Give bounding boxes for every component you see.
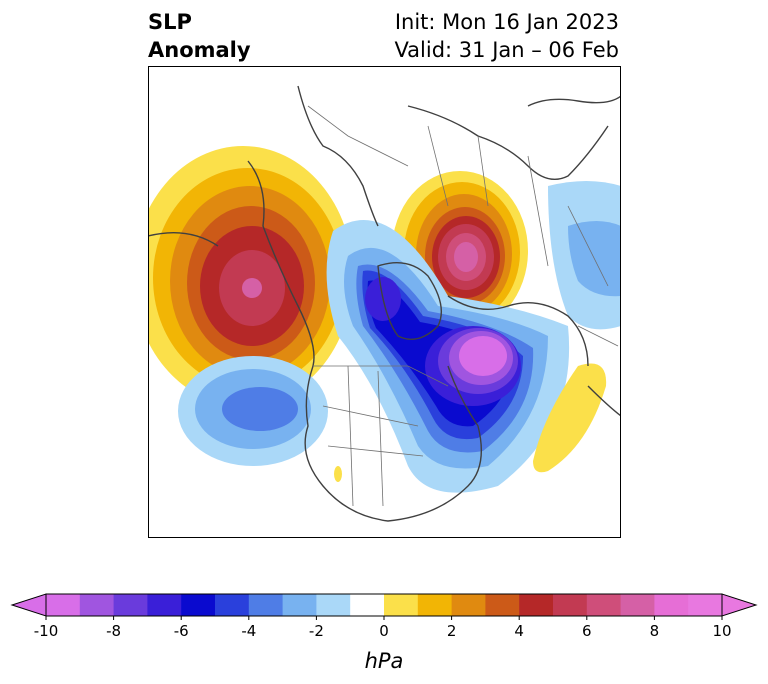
colorbar-tick-label: 6 [582,622,592,640]
colorbar-tick-label: 10 [712,622,731,640]
colorbar-ticks: -10 -8 -6 -4 -2 0 2 4 6 8 10 [34,616,732,640]
colorbar-swatch [654,594,689,616]
colorbar-swatch [79,594,115,616]
colorbar: -10 -8 -6 -4 -2 0 2 4 6 8 10 hPa [10,593,758,673]
colorbar-tick-label: -10 [34,622,59,640]
coastlines [148,85,621,522]
colorbar-swatch [113,594,148,616]
title-line-1: SLP [148,10,192,34]
colorbar-swatch [350,594,385,616]
map-title: SLP Anomaly [148,8,251,64]
colorbar-extend-max [721,593,758,617]
init-valid-info: Init: Mon 16 Jan 2023 Valid: 31 Jan – 06… [394,8,619,64]
country-borders [307,105,619,507]
colorbar-tick-label: 8 [650,622,660,640]
colorbar-swatch [586,594,622,616]
colorbar-swatch [384,594,419,616]
colorbar-tick-label: -2 [309,622,324,640]
init-date: Init: Mon 16 Jan 2023 [394,10,619,34]
slp-anomaly-map [148,66,621,538]
colorbar-swatch [147,594,182,616]
colorbar-swatch [46,594,81,616]
colorbar-swatch [282,594,317,616]
positive-pacific-anomaly [148,146,353,406]
colorbar-tick-label: 4 [514,622,524,640]
colorbar-tick-label: -6 [174,622,189,640]
colorbar-swatches [10,593,758,617]
title-line-2: Anomaly [148,38,251,62]
colorbar-swatch [248,594,284,616]
colorbar-swatch [519,594,554,616]
colorbar-swatch [553,594,588,616]
valid-range: Valid: 31 Jan – 06 Feb [394,38,619,62]
colorbar-swatch [417,594,453,616]
colorbar-swatch [688,594,723,616]
colorbar-swatch [215,594,250,616]
colorbar-swatch [181,594,216,616]
colorbar-swatch [485,594,520,616]
colorbar-swatch [620,594,655,616]
colorbar-swatch [451,594,486,616]
colorbar-tick-label: 0 [379,622,389,640]
colorbar-swatch [316,594,351,616]
colorbar-tick-label: -4 [241,622,256,640]
colorbar-extend-min [10,593,47,617]
negative-pacific-anomaly [178,356,328,466]
colorbar-tick-label: 2 [447,622,457,640]
colorbar-unit-label: hPa [365,649,404,673]
negative-atlantic-anomaly [326,219,570,493]
colorbar-tick-label: -8 [106,622,121,640]
positive-atlantic-anomaly [334,363,607,482]
